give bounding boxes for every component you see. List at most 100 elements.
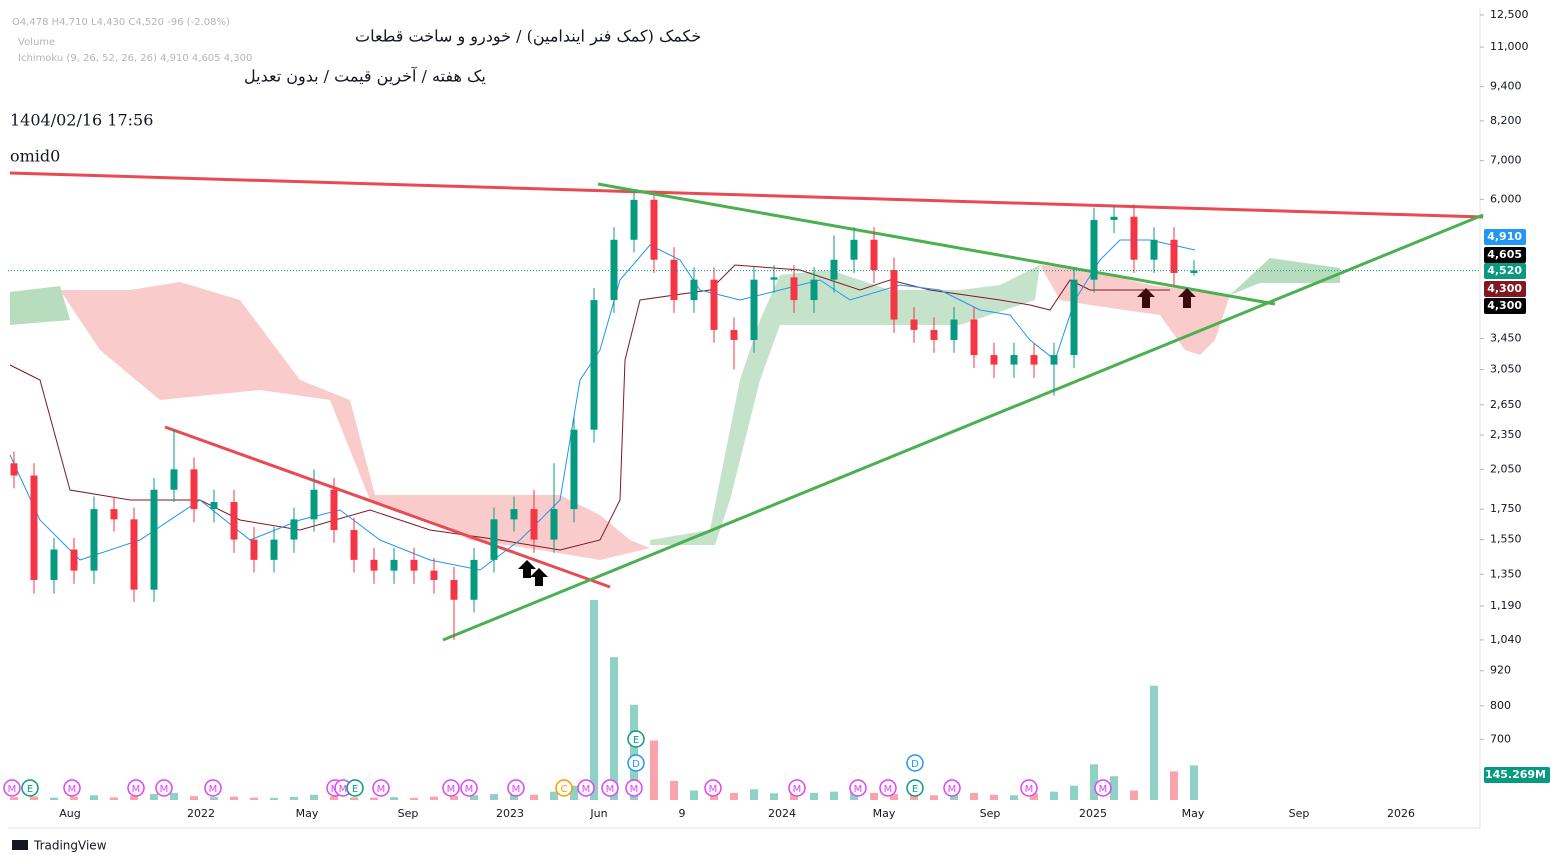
candle-body xyxy=(610,239,618,301)
volume-bar xyxy=(1150,685,1158,800)
y-tick-label: 1,190 xyxy=(1490,599,1522,612)
volume-bar xyxy=(990,794,998,800)
candle-body xyxy=(190,469,198,510)
candle-body xyxy=(130,519,138,590)
volume-bar xyxy=(410,797,418,800)
candle-body xyxy=(410,559,418,571)
candle-body xyxy=(1050,355,1058,365)
x-tick-label: Jun xyxy=(589,807,607,820)
volume-bar xyxy=(610,657,618,800)
candle-body xyxy=(850,239,858,260)
x-tick-label: 2025 xyxy=(1079,807,1107,820)
candle-body xyxy=(1110,216,1118,220)
plot-area xyxy=(10,191,1198,800)
candle-body xyxy=(770,277,778,280)
event-marker xyxy=(704,779,722,797)
event-label: M xyxy=(465,784,474,795)
candle-body xyxy=(210,502,218,510)
x-tick-label: Sep xyxy=(980,807,1001,820)
event-marker xyxy=(555,779,573,797)
legend-ohlc: O4,478 H4,710 L4,430 C4,520 -96 (-2.08%) xyxy=(12,17,230,28)
volume-bar xyxy=(470,795,478,800)
event-label: M xyxy=(339,784,348,795)
volume-bar xyxy=(1090,764,1098,800)
price-badge xyxy=(1484,229,1526,245)
candle-body xyxy=(1090,219,1098,280)
cloud-bullish xyxy=(1230,258,1340,295)
event-marker xyxy=(507,779,525,797)
y-tick-label: 1,750 xyxy=(1490,502,1522,515)
event-label: E xyxy=(633,735,639,746)
candle-body xyxy=(790,277,798,301)
candle-body xyxy=(10,463,18,476)
event-marker xyxy=(849,779,867,797)
candle-body xyxy=(1130,216,1138,260)
price-badge xyxy=(1484,247,1526,263)
volume-bar xyxy=(30,796,38,800)
candle-body xyxy=(630,199,638,240)
price-badge-label: 4,910 xyxy=(1487,230,1522,243)
trendline-descending xyxy=(597,182,1276,306)
x-tick-label: Aug xyxy=(59,807,80,820)
legend-volume: Volume xyxy=(18,37,55,48)
volume-bar xyxy=(210,797,218,800)
y-tick-label: 800 xyxy=(1490,699,1511,712)
candle-body xyxy=(490,519,498,560)
event-marker xyxy=(788,779,806,797)
y-tick-label: 700 xyxy=(1490,732,1511,745)
event-label: M xyxy=(512,784,521,795)
candle-body xyxy=(730,329,738,340)
candle-body xyxy=(890,270,898,320)
volume-bar xyxy=(630,704,638,800)
candle-body xyxy=(830,259,838,280)
candle-body xyxy=(310,489,318,520)
candle-body xyxy=(250,539,258,560)
volume-bar xyxy=(910,794,918,800)
event-marker xyxy=(627,730,645,748)
event-label: M xyxy=(8,784,17,795)
price-badge-label: 4,300 xyxy=(1487,282,1522,295)
event-label: M xyxy=(582,784,591,795)
volume-bar xyxy=(190,796,198,800)
candle-body xyxy=(450,579,458,600)
event-label: M xyxy=(447,784,456,795)
volume-bar xyxy=(1030,793,1038,800)
volume-bar xyxy=(1110,776,1118,800)
event-label: M xyxy=(606,784,615,795)
arrow-up xyxy=(1137,288,1196,308)
candle-body xyxy=(370,559,378,571)
event-label: M xyxy=(948,784,957,795)
symbol-subtitle: یک هفته / آخرین قیمت / بدون تعدیل xyxy=(244,66,486,86)
event-marker xyxy=(627,754,645,772)
y-tick-label: 920 xyxy=(1490,664,1511,677)
volume-badge xyxy=(1484,767,1550,783)
event-marker xyxy=(346,779,364,797)
candle-body xyxy=(510,509,518,520)
event-marker xyxy=(372,779,390,797)
volume-bar xyxy=(890,794,898,800)
volume-bar xyxy=(690,790,698,800)
candle-body xyxy=(950,319,958,340)
y-tick-label: 12,500 xyxy=(1490,8,1529,21)
event-marker xyxy=(204,779,222,797)
event-label: M xyxy=(160,784,169,795)
event-marker xyxy=(906,779,924,797)
y-tick-label: 6,000 xyxy=(1490,192,1522,205)
volume-bar xyxy=(530,794,538,800)
author: omid0 xyxy=(10,147,60,166)
price-badge xyxy=(1484,263,1526,279)
volume-bar xyxy=(330,796,338,800)
x-tick-label: Sep xyxy=(1289,807,1310,820)
y-tick-label: 11,000 xyxy=(1490,40,1529,53)
candle-body xyxy=(1170,239,1178,273)
volume-bar xyxy=(1050,791,1058,800)
event-marker xyxy=(943,779,961,797)
event-label: D xyxy=(911,759,919,770)
tenkan-line xyxy=(9,239,1196,571)
trendline-resistance xyxy=(9,171,1484,219)
volume-bar xyxy=(370,797,378,800)
volume-bar xyxy=(1070,785,1078,800)
candle-body xyxy=(650,199,658,260)
y-tick-label: 8,200 xyxy=(1490,114,1522,127)
volume-bar xyxy=(1010,795,1018,800)
